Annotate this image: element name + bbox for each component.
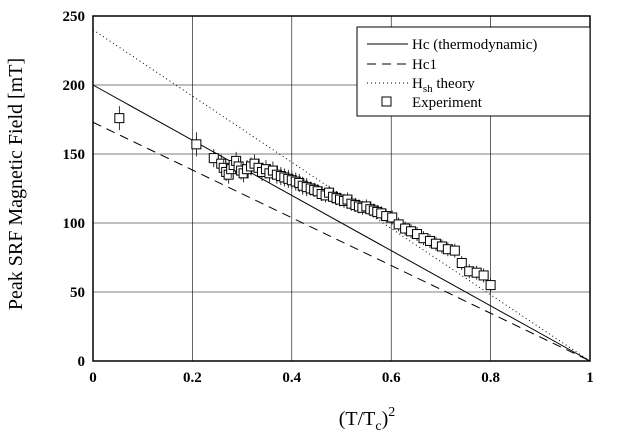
experiment-point [485,280,496,291]
experiment-point [191,139,202,150]
x-axis-label-subscript: c [375,419,381,434]
legend-label-hc1: Hc1 [412,57,437,73]
legend-label-experiment: Experiment [412,95,483,111]
x-tick-label: 0.6 [382,370,401,386]
y-axis-label: Peak SRF Magnetic Field [mT] [5,58,27,310]
legend: Hc (thermodynamic) Hc1 Hsh theory Experi… [356,26,591,117]
experiment-point [208,153,219,164]
x-axis-label: (T/Tc)2 [339,405,396,434]
x-tick-label: 1 [586,370,594,386]
x-tick-label: 0.8 [481,370,500,386]
x-axis-label-close: ) [382,408,389,430]
x-tick-labels: 0 0.2 0.4 0.6 0.8 1 [89,370,594,386]
x-tick-label: 0.2 [183,370,202,386]
experiment-point [478,270,489,281]
legend-swatch-experiment [381,96,392,107]
legend-box [356,26,591,117]
plot-frame [92,15,591,362]
y-tick-label: 150 [63,147,86,163]
experiment-point [456,258,467,269]
x-tick-label: 0.4 [282,370,301,386]
y-tick-label: 50 [70,285,85,301]
y-tick-label: 0 [78,354,86,370]
legend-label-hc: Hc (thermodynamic) [412,37,537,53]
legend-label-hsh-main: H [412,76,423,92]
experiment-point [387,212,398,223]
series-hc1-line [92,121,591,362]
x-axis-label-superscript: 2 [388,405,395,420]
y-tick-label: 200 [63,78,86,94]
series-hc-line [92,84,591,362]
experiment-point [449,245,460,256]
x-axis-label-main: (T/T [339,408,376,430]
experiment-markers [114,106,496,293]
y-tick-labels: 0 50 100 150 200 250 [63,9,86,370]
x-tick-label: 0 [89,370,97,386]
legend-label-hsh-tail: theory [433,76,476,92]
series-layer [92,29,591,362]
y-tick-label: 250 [63,9,86,25]
experiment-point [114,113,125,124]
legend-label-hsh-subscript: sh [423,83,433,95]
plot-area [92,15,591,362]
legend-label-hsh: Hsh theory [412,76,475,95]
y-tick-label: 100 [63,216,86,232]
